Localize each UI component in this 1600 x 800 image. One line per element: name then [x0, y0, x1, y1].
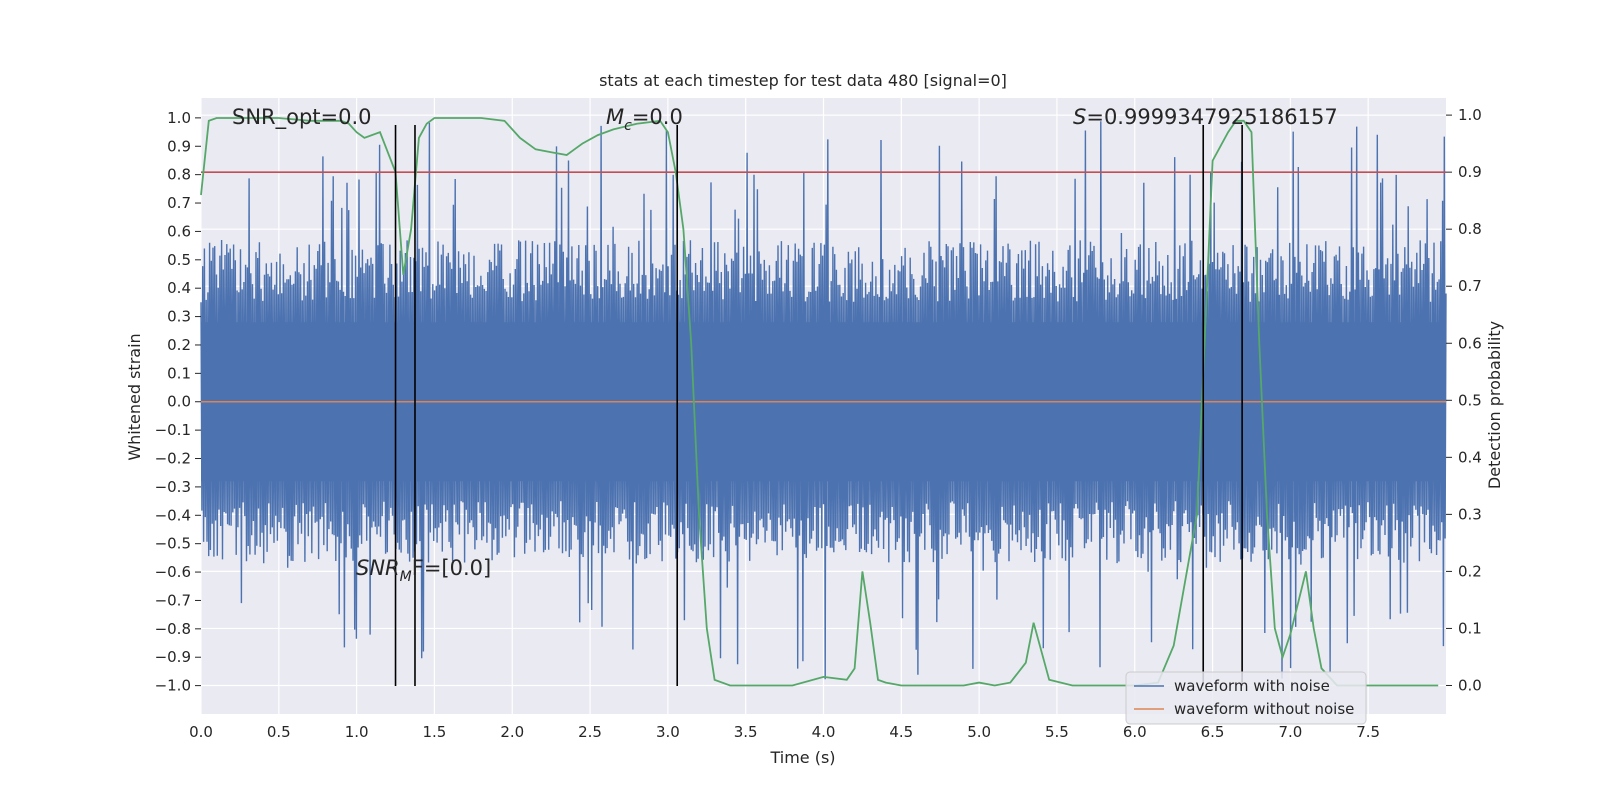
- y-left-tick-13: −0.3: [155, 478, 191, 496]
- y-left-tick-8: 0.2: [167, 336, 191, 354]
- y-right-tick-8: 0.2: [1458, 562, 1482, 580]
- x-tick-1: 0.5: [267, 723, 291, 741]
- y-left-tick-19: −0.9: [155, 648, 191, 666]
- y-left-tick-17: −0.7: [155, 591, 191, 609]
- y-left-tick-6: 0.4: [167, 279, 191, 297]
- y-right-tick-4: 0.6: [1458, 334, 1482, 352]
- x-tick-5: 2.5: [578, 723, 602, 741]
- x-tick-13: 6.5: [1201, 723, 1225, 741]
- x-tick-6: 3.0: [656, 723, 680, 741]
- y-right-tick-10: 0.0: [1458, 676, 1482, 694]
- y-left-tick-10: 0.0: [167, 393, 191, 411]
- y-left-tick-14: −0.4: [155, 506, 191, 524]
- y-right-tick-0: 1.0: [1458, 106, 1482, 124]
- series-detection-probability: [200, 117, 1439, 687]
- y-left-tick-labels: 1.0 0.9 0.8 0.7 0.6 0.5 0.4 0.3 0.2 0.1 0.0 −0.1 −0.…: [155, 109, 201, 695]
- y-right-axis-label: Detection probability: [1485, 321, 1504, 489]
- legend-label-clean: waveform without noise: [1174, 700, 1354, 718]
- y-left-tick-5: 0.5: [167, 251, 191, 269]
- y-left-axis-label: Whitened strain: [125, 333, 144, 460]
- chart-title: stats at each timestep for test data 480…: [599, 71, 1007, 90]
- y-left-tick-18: −0.8: [155, 620, 191, 638]
- y-right-tick-5: 0.5: [1458, 391, 1482, 409]
- annotation-score: S=0.9999347925186157: [1073, 105, 1338, 129]
- x-tick-0: 0.0: [189, 723, 213, 741]
- x-tick-8: 4.0: [812, 723, 836, 741]
- y-left-tick-7: 0.3: [167, 308, 191, 326]
- x-tick-12: 6.0: [1123, 723, 1147, 741]
- x-tick-15: 7.5: [1356, 723, 1380, 741]
- x-tick-3: 1.5: [423, 723, 447, 741]
- x-tick-labels: 0.0 0.5 1.0 1.5 2.0 2.5 3.0 3.5 4.0 4.5 5.0 5.5 6.0 6…: [189, 723, 1380, 741]
- annotation-chirp-mass: Mc=0.0: [606, 105, 683, 134]
- y-left-tick-9: 0.1: [167, 364, 191, 382]
- x-tick-10: 5.0: [967, 723, 991, 741]
- y-left-tick-12: −0.2: [155, 450, 191, 468]
- y-left-tick-2: 0.8: [167, 166, 191, 184]
- y-left-tick-16: −0.6: [155, 563, 191, 581]
- y-left-tick-20: −1.0: [155, 677, 191, 695]
- y-left-tick-15: −0.5: [155, 535, 191, 553]
- y-right-tick-9: 0.1: [1458, 619, 1482, 637]
- x-tick-7: 3.5: [734, 723, 758, 741]
- y-left-tick-4: 0.6: [167, 222, 191, 240]
- x-tick-14: 7.0: [1278, 723, 1302, 741]
- y-right-tick-3: 0.7: [1458, 277, 1482, 295]
- x-tick-2: 1.0: [345, 723, 369, 741]
- x-tick-9: 4.5: [889, 723, 913, 741]
- y-right-tick-2: 0.8: [1458, 220, 1482, 238]
- legend: waveform with noise waveform without noi…: [1125, 671, 1367, 725]
- y-right-tick-1: 0.9: [1458, 163, 1482, 181]
- x-axis-label: Time (s): [769, 748, 835, 767]
- y-right-tick-labels: 1.0 0.9 0.8 0.7 0.6 0.5 0.4 0.3 0.2 0.1 0.0: [1446, 106, 1482, 694]
- y-right-tick-7: 0.3: [1458, 505, 1482, 523]
- x-tick-4: 2.0: [500, 723, 524, 741]
- annotation-snr-mf: SNRMF=[0.0]: [356, 556, 491, 585]
- y-left-tick-11: −0.1: [155, 421, 191, 439]
- y-left-tick-0: 1.0: [167, 109, 191, 127]
- legend-label-noise: waveform with noise: [1174, 677, 1330, 695]
- x-tick-11: 5.5: [1045, 723, 1069, 741]
- y-left-tick-3: 0.7: [167, 194, 191, 212]
- y-left-tick-1: 0.9: [167, 137, 191, 155]
- annotation-snr-opt: SNR_opt=0.0: [232, 105, 372, 130]
- vertical-markers: [394, 125, 1243, 686]
- y-right-tick-6: 0.4: [1458, 448, 1482, 466]
